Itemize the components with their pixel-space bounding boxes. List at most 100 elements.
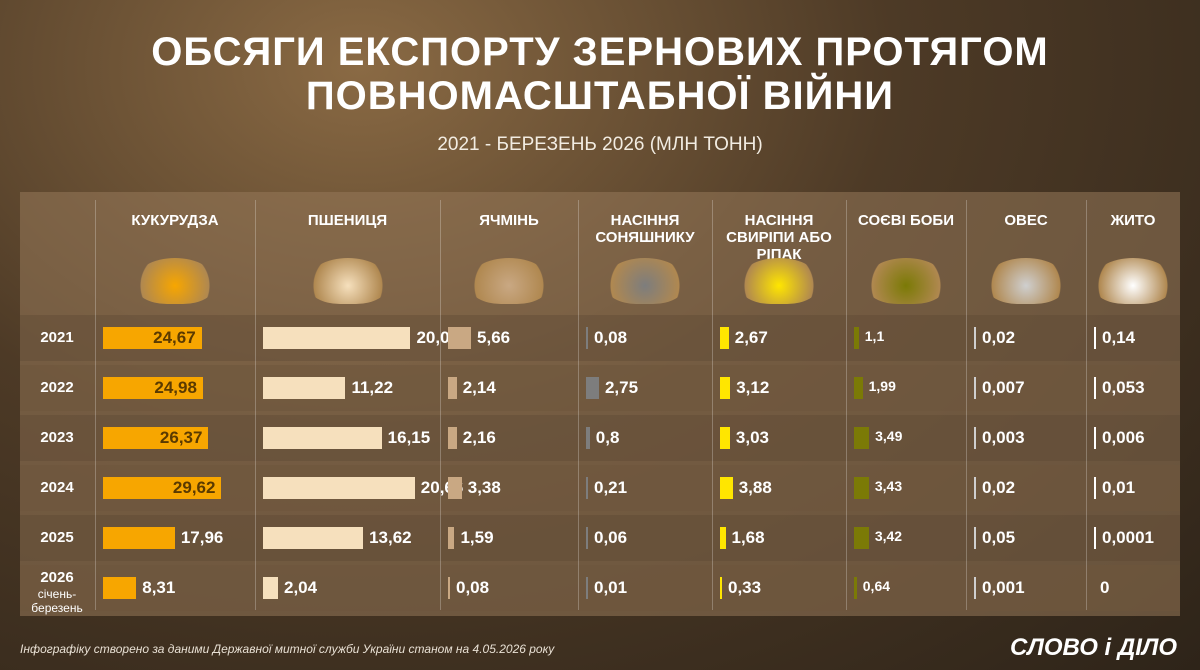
bar [1094, 477, 1096, 499]
value-label: 2,16 [462, 428, 496, 447]
value-label: 3,88 [738, 478, 772, 497]
column-separator [578, 200, 579, 610]
value-label: 0,02 [982, 478, 1016, 497]
value-label: 0,14 [1102, 328, 1136, 347]
value-label: 0,08 [594, 328, 628, 347]
value-label: 0,053 [1102, 378, 1145, 397]
bar [263, 427, 382, 449]
bar [263, 577, 278, 599]
value-label: 16,15 [387, 428, 431, 447]
bar [448, 427, 457, 449]
value-label: 11,22 [351, 378, 394, 397]
value-label: 0,003 [982, 428, 1025, 447]
value-label: 13,62 [369, 528, 412, 547]
subtitle: 2021 - БЕРЕЗЕНЬ 2026 (МЛН ТОНН) [437, 134, 763, 155]
bar [974, 527, 976, 549]
value-label: 24,67 [153, 328, 196, 347]
column-separator [95, 200, 96, 610]
bar [1094, 427, 1096, 449]
row-band [20, 365, 1180, 411]
value-label: 3,03 [735, 428, 770, 447]
bar [854, 427, 870, 449]
bar [720, 377, 731, 399]
year-label: 2022 [40, 379, 74, 396]
value-label: 0,05 [982, 528, 1016, 547]
crop-icon [307, 258, 388, 304]
column-separator [846, 200, 847, 610]
bar [448, 477, 462, 499]
crop-icon [605, 258, 685, 304]
year-label: 2025 [40, 529, 74, 546]
bar [103, 527, 175, 549]
bar [854, 327, 859, 349]
value-label: 1,59 [460, 528, 494, 547]
bar [103, 377, 203, 399]
row-band [20, 315, 1180, 361]
value-label: 2,04 [283, 578, 318, 597]
bar [1094, 327, 1096, 349]
column-separator [440, 200, 441, 610]
year-note: січень-березень [31, 587, 83, 615]
bar [720, 327, 729, 349]
value-label: 0,001 [982, 578, 1025, 597]
crop-icon [469, 258, 549, 304]
bar [1094, 377, 1096, 399]
bar [586, 477, 588, 499]
bar [854, 527, 869, 549]
bar [448, 577, 450, 599]
bar [263, 377, 346, 399]
value-label: 0,08 [456, 578, 490, 597]
value-label: 2,75 [604, 378, 639, 397]
value-label: 8,31 [142, 578, 176, 597]
title-line: ПОВНОМАСШТАБНОЇ ВІЙНИ [305, 74, 895, 118]
bar [448, 327, 472, 349]
bar [720, 477, 733, 499]
value-label: 3,49 [875, 428, 903, 444]
logo: СЛОВО і ДІЛО [1010, 634, 1178, 661]
column-separator [1086, 200, 1087, 610]
column-header: ОВЕС [1004, 212, 1048, 229]
crop-icon [986, 258, 1066, 304]
value-label: 0,007 [982, 378, 1025, 397]
value-label: 29,62 [172, 478, 216, 497]
value-label: 3,12 [736, 378, 770, 397]
value-label: 1,1 [864, 328, 885, 344]
bar [974, 377, 976, 399]
bar [974, 577, 976, 599]
year-label: 2023 [40, 429, 74, 446]
value-label: 0,06 [594, 528, 628, 547]
bar [854, 377, 863, 399]
bar [586, 577, 588, 599]
value-label: 26,37 [159, 428, 203, 447]
value-label: 3,38 [467, 478, 501, 497]
column-header: ЯЧМІНЬ [479, 212, 539, 229]
column-header: ПШЕНИЦЯ [307, 212, 388, 229]
value-label: 1,99 [868, 378, 896, 394]
bar [974, 477, 976, 499]
bar [103, 427, 209, 449]
bar [448, 527, 455, 549]
bar [103, 577, 137, 599]
bar [586, 377, 599, 399]
crop-icon [866, 258, 946, 304]
value-label: 0,33 [728, 578, 762, 597]
bar [263, 527, 364, 549]
value-label: 0,02 [982, 328, 1016, 347]
bar [974, 427, 976, 449]
bar [720, 427, 730, 449]
value-label: 0,64 [862, 578, 891, 594]
value-label: 2,67 [734, 328, 768, 347]
bar [974, 327, 976, 349]
value-label: 0,01 [594, 578, 628, 597]
value-label: 1,68 [731, 528, 765, 547]
value-label: 5,66 [477, 328, 511, 347]
column-header: СОЄВІ БОБИ [858, 212, 954, 229]
year-label: 2026 [40, 569, 74, 586]
bar [263, 477, 415, 499]
value-label: 0,006 [1102, 428, 1145, 447]
bar [1094, 527, 1096, 549]
row-band [20, 565, 1180, 611]
title-line: ОБСЯГИ ЕКСПОРТУ ЗЕРНОВИХ ПРОТЯГОМ [151, 30, 1049, 74]
crop-icon [1093, 258, 1173, 304]
